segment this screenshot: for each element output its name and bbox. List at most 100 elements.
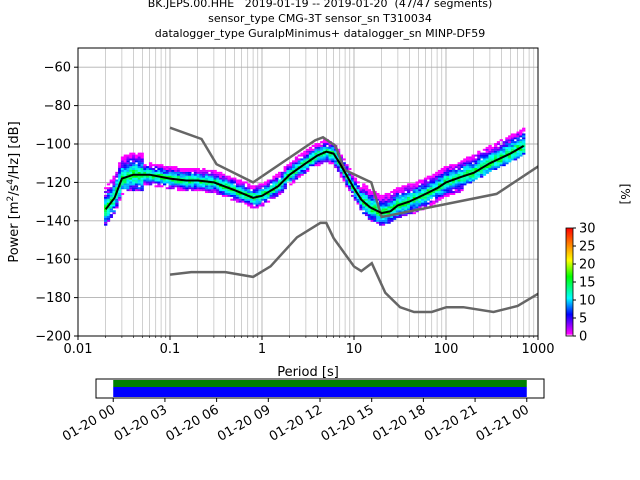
density-cell bbox=[348, 187, 352, 190]
density-cell bbox=[342, 158, 346, 161]
density-cell bbox=[188, 185, 192, 188]
density-cell bbox=[443, 175, 447, 178]
density-cell bbox=[104, 217, 108, 220]
density-cell bbox=[188, 169, 192, 172]
density-cell bbox=[331, 154, 335, 157]
density-cell bbox=[283, 185, 287, 188]
density-cell bbox=[188, 168, 192, 170]
density-cell bbox=[118, 173, 122, 176]
density-cell bbox=[398, 189, 402, 192]
density-cell bbox=[252, 185, 257, 188]
density-cell bbox=[418, 196, 422, 199]
density-cell bbox=[508, 146, 512, 149]
density-cell bbox=[283, 175, 287, 178]
density-cell bbox=[370, 202, 374, 205]
density-cell bbox=[421, 200, 425, 203]
density-cell bbox=[516, 137, 520, 140]
density-cell bbox=[407, 196, 411, 199]
density-cell bbox=[350, 189, 355, 192]
density-cell bbox=[485, 169, 489, 172]
density-cell bbox=[426, 192, 431, 195]
density-cell bbox=[137, 166, 142, 169]
density-cell bbox=[426, 175, 431, 178]
density-cell bbox=[395, 216, 400, 218]
density-cell bbox=[286, 166, 290, 169]
density-cell bbox=[162, 169, 167, 172]
density-cell bbox=[160, 179, 164, 182]
density-cell bbox=[415, 189, 419, 192]
density-cell bbox=[193, 181, 198, 184]
density-cell bbox=[115, 187, 119, 190]
density-cell bbox=[435, 192, 439, 195]
density-cell bbox=[210, 169, 214, 172]
density-cell bbox=[182, 181, 186, 184]
density-cell bbox=[432, 185, 436, 188]
density-cell bbox=[300, 154, 304, 157]
density-cell bbox=[191, 168, 195, 170]
density-cell bbox=[224, 191, 228, 194]
density-cell bbox=[292, 181, 296, 184]
density-cell bbox=[126, 154, 130, 157]
density-cell bbox=[409, 212, 414, 215]
density-cell bbox=[104, 212, 108, 215]
density-cell bbox=[412, 204, 416, 207]
density-cell bbox=[134, 156, 139, 159]
density-cell bbox=[238, 181, 243, 184]
density-cell bbox=[179, 169, 184, 172]
density-cell bbox=[317, 148, 321, 151]
density-cell bbox=[331, 158, 335, 161]
density-cell bbox=[210, 175, 214, 178]
density-cell bbox=[505, 158, 509, 161]
density-cell bbox=[224, 179, 228, 182]
density-cell bbox=[129, 168, 133, 170]
density-cell bbox=[474, 154, 478, 157]
density-cell bbox=[230, 198, 234, 201]
density-cell bbox=[412, 196, 416, 199]
timeline-tick-label: 01-20 21 bbox=[422, 402, 480, 444]
density-cell bbox=[238, 194, 243, 197]
density-cell bbox=[409, 189, 414, 192]
density-cell bbox=[384, 204, 388, 207]
density-cell bbox=[488, 154, 492, 157]
density-cell bbox=[440, 192, 445, 195]
density-cell bbox=[367, 189, 372, 192]
density-cell bbox=[219, 171, 223, 174]
density-cell bbox=[415, 200, 419, 203]
density-cell bbox=[162, 183, 167, 186]
density-cell bbox=[252, 192, 257, 195]
density-cell bbox=[426, 185, 431, 188]
density-cell bbox=[196, 169, 200, 172]
x-tick-label: 0.1 bbox=[160, 342, 181, 357]
density-cell bbox=[118, 171, 122, 174]
density-cell bbox=[423, 181, 428, 184]
density-cell bbox=[491, 164, 495, 167]
density-cell bbox=[188, 175, 192, 178]
density-cell bbox=[263, 198, 268, 201]
density-cell bbox=[199, 177, 203, 180]
density-cell bbox=[292, 179, 296, 182]
density-cell bbox=[401, 192, 405, 195]
density-cell bbox=[426, 177, 431, 180]
density-cell bbox=[322, 144, 327, 147]
density-cell bbox=[437, 194, 442, 197]
density-cell bbox=[143, 179, 147, 182]
density-cell bbox=[314, 152, 318, 155]
density-cell bbox=[440, 181, 445, 184]
density-cell bbox=[196, 189, 200, 192]
density-cell bbox=[474, 175, 478, 178]
density-cell bbox=[157, 183, 161, 186]
density-cell bbox=[123, 162, 127, 165]
density-cell bbox=[244, 189, 248, 192]
density-cell bbox=[171, 168, 175, 170]
density-cell bbox=[401, 198, 405, 201]
density-cell bbox=[370, 194, 374, 197]
density-cell bbox=[249, 185, 254, 188]
density-cell bbox=[451, 164, 456, 167]
density-cell bbox=[280, 183, 285, 186]
density-cell bbox=[409, 187, 414, 190]
density-cell bbox=[465, 181, 470, 184]
density-cell bbox=[196, 181, 200, 184]
density-cell bbox=[160, 171, 164, 174]
density-cell bbox=[235, 185, 240, 188]
density-cell bbox=[446, 173, 450, 176]
